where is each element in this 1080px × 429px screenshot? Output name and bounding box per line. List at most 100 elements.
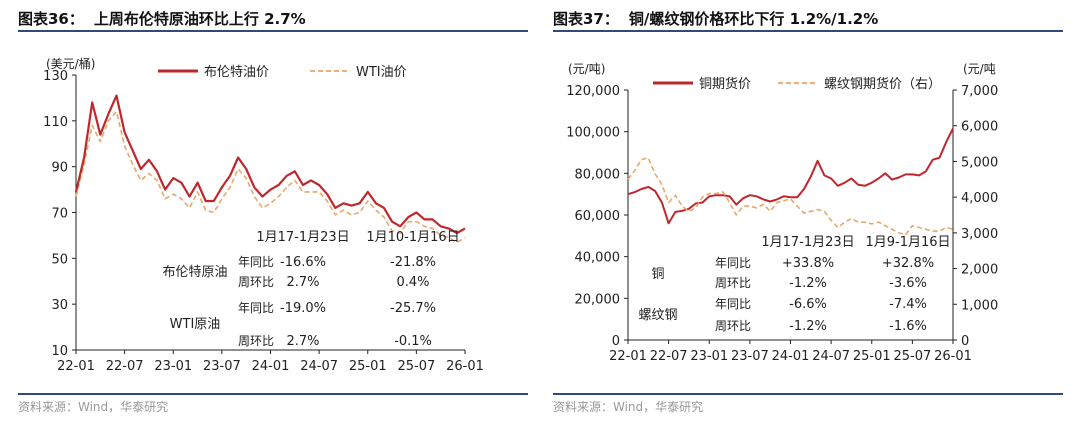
y-left-unit-label: (元/吨) [568, 62, 605, 76]
y-unit-label: (美元/桶) [46, 56, 95, 71]
table-cell: +33.8% [782, 256, 834, 271]
oil-price-panel: 图表36： 上周布伦特原油环比上行 2.7% 10 30 50 70 90 110 130 22… [18, 0, 543, 429]
table-row-label: 年同比 [238, 255, 274, 269]
y-tick-label: 70 [51, 207, 68, 222]
table-cell: -1.6% [889, 319, 927, 334]
x-tick-label: 24-01 [772, 349, 810, 364]
y-right-tick-label: 5,000 [961, 155, 998, 170]
y-tick-label: 110 [43, 115, 68, 130]
chart-title-number: 图表37： [553, 10, 619, 28]
y-tick-label: 90 [51, 161, 68, 176]
table-cell: -6.6% [789, 297, 827, 312]
x-tick-label: 22-07 [650, 349, 688, 364]
y-right-tick-label: 2,000 [961, 263, 998, 278]
table-cell: +32.8% [882, 256, 934, 271]
metal-chart-axes: 0 20,000 40,000 60,000 80,000 100,000 120,000 0… [566, 62, 998, 364]
table-group-name: 螺纹钢 [638, 308, 677, 323]
x-tick-label: 23-01 [154, 359, 192, 374]
x-tick-label: 25-07 [397, 359, 435, 374]
table-col-header: 1月17-1月23日 [761, 235, 854, 250]
oil-chart-series [74, 94, 466, 244]
legend-label-wti: WTI油价 [356, 65, 407, 80]
x-tick-label: 24-07 [812, 349, 850, 364]
y-left-tick-label: 40,000 [575, 251, 621, 266]
x-tick-label: 26-01 [446, 359, 484, 374]
y-tick-label: 10 [51, 344, 68, 359]
table-cell: 2.7% [286, 275, 319, 290]
table-cell: -16.6% [280, 255, 326, 270]
table-cell: -1.2% [789, 276, 827, 291]
x-tick-label: 22-01 [609, 349, 647, 364]
copy-rebar-panel: 图表37： 铜/螺纹钢价格环比下行 1.2%/1.2% 0 20,000 40,000… [553, 0, 1078, 429]
oil-chart-legend: 布伦特油价 WTI油价 [158, 65, 407, 80]
x-tick-label: 25-07 [893, 349, 931, 364]
x-tick-label: 24-01 [252, 359, 290, 374]
table-cell: -19.0% [280, 301, 326, 316]
table-row-label: 年同比 [238, 301, 274, 315]
table-row-label: 周环比 [715, 319, 751, 333]
table-col-header: 1月17-1月23日 [256, 230, 349, 245]
series-line-brent [74, 94, 466, 235]
y-right-tick-label: 7,000 [961, 84, 998, 99]
x-tick-label: 22-01 [57, 359, 95, 374]
table-row-label: 周环比 [238, 334, 274, 348]
y-right-tick-label: 4,000 [961, 191, 998, 206]
y-right-tick-label: 6,000 [961, 120, 998, 135]
y-tick-label: 30 [51, 298, 68, 313]
table-row-label: 年同比 [715, 297, 751, 311]
title-divider [18, 30, 528, 32]
legend-label-brent: 布伦特油价 [204, 65, 269, 80]
copper-rebar-chart: 0 20,000 40,000 60,000 80,000 100,000 120,000 0… [566, 62, 998, 364]
footer-divider [18, 393, 528, 395]
table-cell: -7.4% [889, 297, 927, 312]
chart-title: 图表36： 上周布伦特原油环比上行 2.7% [18, 8, 306, 29]
table-row-label: 周环比 [238, 275, 274, 289]
chart-title: 图表37： 铜/螺纹钢价格环比下行 1.2%/1.2% [553, 8, 878, 29]
oil-price-chart: 10 30 50 70 90 110 130 22-01 22-07 23-01 23-07 24-0… [43, 56, 484, 374]
x-tick-label: 25-01 [349, 359, 387, 374]
source-note: 资料来源：Wind，华泰研究 [18, 400, 169, 414]
y-left-tick-label: 20,000 [575, 292, 621, 307]
metal-chart-legend: 铜期货价 螺纹钢期货价（右） [653, 76, 941, 92]
y-left-tick-label: 80,000 [575, 167, 621, 182]
table-group-name: 铜 [651, 267, 664, 282]
legend-label-copper: 铜期货价 [699, 76, 751, 92]
y-right-tick-label: 1,000 [961, 298, 998, 313]
x-tick-label: 24-07 [300, 359, 338, 374]
y-left-tick-label: 0 [612, 334, 620, 349]
footer-divider [553, 393, 1063, 395]
x-tick-label: 23-07 [203, 359, 241, 374]
table-cell: -25.7% [390, 301, 436, 316]
legend-label-rebar: 螺纹钢期货价（右） [824, 76, 941, 92]
table-col-header: 1月10-1月16日 [366, 230, 459, 245]
table-cell: -3.6% [889, 276, 927, 291]
y-left-tick-label: 120,000 [566, 84, 620, 99]
title-divider [553, 30, 1063, 32]
table-cell: 0.4% [396, 275, 429, 290]
chart-title-number: 图表36： [18, 10, 84, 28]
y-tick-label: 130 [43, 69, 68, 84]
oil-chart-axes: 10 30 50 70 90 110 130 22-01 22-07 23-01 23-07 24-0… [43, 56, 484, 374]
x-tick-label: 26-01 [934, 349, 972, 364]
table-group-name: WTI原油 [170, 317, 221, 332]
table-row-label: 周环比 [715, 276, 751, 290]
y-tick-label: 50 [51, 252, 68, 267]
table-row-label: 年同比 [715, 256, 751, 270]
y-right-unit-label: (元/吨 [963, 62, 996, 76]
table-cell: -21.8% [390, 255, 436, 270]
y-left-tick-label: 100,000 [566, 126, 620, 141]
x-tick-label: 22-07 [106, 359, 144, 374]
table-cell: -0.1% [394, 334, 432, 349]
y-right-tick-label: 3,000 [961, 227, 998, 242]
chart-title-text: 铜/螺纹钢价格环比下行 1.2%/1.2% [628, 10, 879, 28]
metal-chart-series [627, 128, 954, 236]
chart-title-text: 上周布伦特原油环比上行 2.7% [93, 10, 306, 28]
table-cell: 2.7% [286, 334, 319, 349]
table-group-name: 布伦特原油 [162, 265, 227, 280]
series-line-rebar [627, 157, 954, 236]
x-tick-label: 23-07 [731, 349, 769, 364]
series-line-copper [627, 128, 954, 225]
y-right-tick-label: 0 [961, 334, 969, 349]
